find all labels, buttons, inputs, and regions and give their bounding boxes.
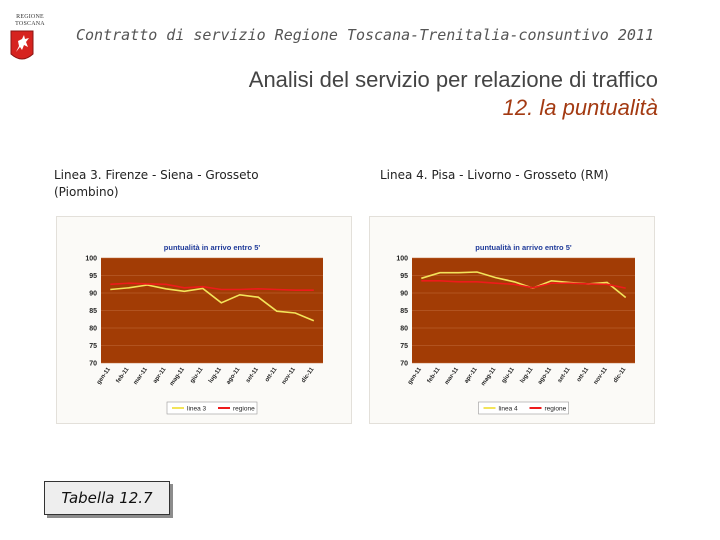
legend-label: linea 3 (187, 406, 207, 413)
chart-title: puntualità in arrivo entro 5' (475, 243, 572, 252)
x-tick-label: giu-11 (190, 366, 205, 384)
chart-title: puntualità in arrivo entro 5' (164, 243, 261, 252)
x-tick-label: ago-11 (226, 366, 242, 386)
y-tick-label: 90 (89, 291, 97, 298)
header-title: Contratto di servizio Regione Toscana-Tr… (76, 26, 654, 44)
y-tick-label: 100 (396, 256, 408, 263)
y-tick-label: 70 (89, 361, 97, 368)
puntualita-chart-linea-3: puntualità in arrivo entro 5' 70 75 80 85 90 9… (85, 243, 323, 415)
series-line-regione (421, 279, 626, 289)
x-tick-label: mag-11 (480, 366, 497, 387)
x-tick-label: ago-11 (537, 366, 553, 386)
chart-caption-right: Linea 4. Pisa - Livorno - Grosseto (RM) (380, 168, 609, 182)
x-tick-label: gen-11 (96, 366, 112, 386)
x-tick-label: giu-11 (501, 366, 516, 384)
pegasus-shield-icon (10, 30, 34, 60)
puntualita-chart-linea-4: puntualità in arrivo entro 5' 70 75 80 85 90 9… (396, 243, 635, 415)
x-tick-label: mar-11 (133, 366, 149, 386)
page-subtitle: 12. la puntualità (502, 95, 658, 120)
x-tick-label: feb-11 (427, 366, 442, 384)
y-tick-label: 85 (400, 308, 408, 315)
chart-caption-left: Linea 3. Firenze - Siena - Grosseto (Pio… (54, 168, 259, 199)
page-title-main: Analisi del servizio per relazione di tr… (248, 67, 658, 92)
x-tick-label: set-11 (557, 366, 572, 384)
x-tick-label: nov-11 (281, 366, 297, 386)
x-tick-label: apr-11 (152, 366, 167, 384)
x-tick-label: ott-11 (264, 366, 278, 383)
chart-panel-left: puntualità in arrivo entro 5' 70 75 80 85 90 9… (56, 216, 352, 424)
x-tick-label: set-11 (245, 366, 260, 384)
x-tick-label: feb-11 (116, 366, 131, 384)
y-tick-label: 80 (89, 326, 97, 333)
legend (166, 401, 258, 415)
x-tick-label: gen-11 (407, 366, 423, 386)
logo-text-line1: REGIONE (16, 14, 44, 20)
x-tick-label: mar-11 (444, 366, 460, 386)
y-tick-label: 75 (89, 343, 97, 350)
x-tick-label: dic-11 (613, 366, 628, 384)
x-tick-label: ott-11 (576, 366, 590, 383)
y-tick-label: 85 (89, 308, 97, 315)
x-tick-label: nov-11 (593, 366, 609, 386)
y-tick-label: 75 (400, 343, 408, 350)
table-label: Tabella 12.7 (44, 481, 170, 515)
y-tick-label: 90 (400, 291, 408, 298)
series-line-regione (110, 282, 314, 291)
legend-label: linea 4 (499, 406, 519, 413)
series-line-linea-3 (110, 284, 315, 322)
x-tick-label: lug-11 (208, 366, 223, 384)
x-tick-label: lug-11 (520, 366, 535, 384)
x-tick-label: dic-11 (301, 366, 316, 384)
y-tick-label: 100 (85, 256, 97, 263)
legend-label: regione (233, 406, 255, 413)
regione-toscana-logo: REGIONE TOSCANA (10, 14, 50, 70)
y-tick-label: 95 (400, 273, 408, 280)
x-tick-label: apr-11 (464, 366, 479, 384)
y-tick-label: 70 (400, 361, 408, 368)
page-title: Analisi del servizio per relazione di tr… (249, 66, 658, 122)
y-tick-label: 80 (400, 326, 408, 333)
legend-label: regione (545, 406, 567, 413)
logo-text-line2: TOSCANA (15, 21, 45, 27)
chart-panel-right: puntualità in arrivo entro 5' 70 75 80 85 90 9… (369, 216, 655, 424)
legend (478, 401, 569, 415)
x-tick-label: mag-11 (169, 366, 186, 387)
y-tick-label: 95 (89, 273, 97, 280)
